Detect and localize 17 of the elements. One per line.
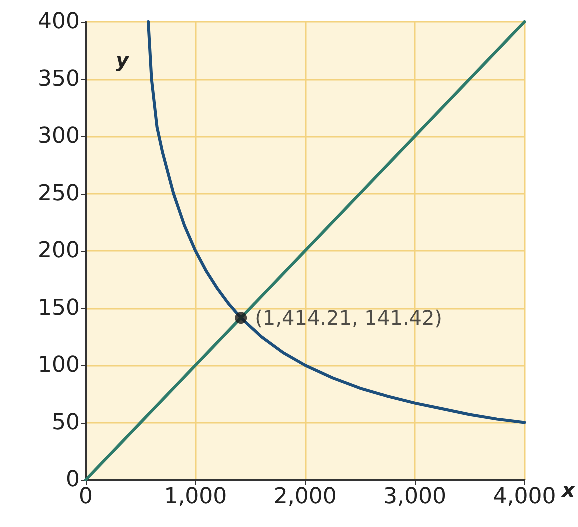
x-tick-label: 3,000 <box>384 484 447 510</box>
y-tick-label: 200 <box>38 238 80 264</box>
y-axis-title: y <box>116 48 130 72</box>
y-tick-label: 350 <box>38 66 80 92</box>
x-tick-label: 2,000 <box>274 484 337 510</box>
annotation: (1,414.21, 141.42) <box>255 306 442 330</box>
line-series <box>147 20 526 424</box>
y-tick-label: 300 <box>38 124 80 149</box>
y-tick-label: 250 <box>38 181 80 206</box>
y-tick-label: 50 <box>52 410 80 436</box>
y-tick-label: 150 <box>38 296 80 321</box>
y-tick-label: 100 <box>38 353 80 378</box>
x-tick-label: 4,000 <box>493 484 556 510</box>
x-tick-label: 1,000 <box>164 484 228 510</box>
y-tick-label: 0 <box>66 468 80 492</box>
y-tick-label: 400 <box>38 10 80 34</box>
x-axis-title: x <box>561 478 576 502</box>
